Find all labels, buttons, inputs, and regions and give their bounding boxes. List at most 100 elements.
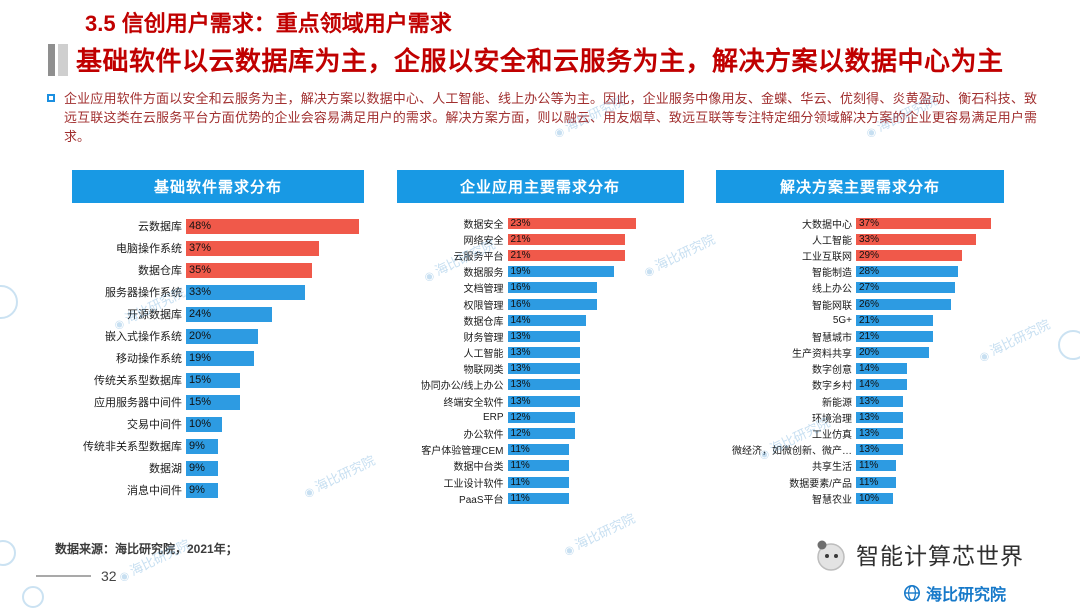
- category-label: 移动操作系统: [116, 353, 182, 365]
- bar: 19%: [507, 266, 614, 278]
- bar: 23%: [507, 217, 637, 229]
- category-label: 智慧农业: [812, 494, 852, 506]
- category-label: 线上办公: [812, 284, 852, 296]
- watermark-circle-icon: ◉: [117, 569, 132, 585]
- chart-row: 数据仓库 35%: [72, 259, 364, 281]
- bar: 14%: [856, 379, 908, 391]
- bar: 20%: [856, 347, 929, 359]
- bar: 9%: [186, 438, 219, 454]
- category-label: 共享生活: [812, 462, 852, 474]
- chart-row: PaaS平台 11%: [397, 490, 684, 506]
- value-label: 13%: [859, 428, 880, 440]
- body-paragraph-block: 企业应用软件方面以安全和云服务为主，解决方案以数据中心、人工智能、线上办公等为主…: [47, 90, 1037, 147]
- bar: 15%: [186, 372, 240, 388]
- chart-row: 共享生活 11%: [716, 458, 1004, 474]
- chart-row: 生产资料共享 20%: [716, 345, 1004, 361]
- chart-row: 交易中间件 10%: [72, 413, 364, 435]
- value-label: 35%: [189, 264, 212, 276]
- category-label: 传统非关系型数据库: [83, 441, 182, 453]
- value-label: 20%: [189, 330, 212, 342]
- chart-row: ERP 12%: [397, 409, 684, 425]
- chart-row: 开源数据库 24%: [72, 303, 364, 325]
- chart-row: 网络安全 21%: [397, 231, 684, 247]
- chart-row: 服务器操作系统 33%: [72, 281, 364, 303]
- category-label: 工业设计软件: [443, 478, 504, 490]
- header: 3.5 信创用户需求：重点领域用户需求 基础软件以云数据库为主，企服以安全和云服…: [0, 6, 1004, 78]
- value-label: 16%: [510, 298, 531, 310]
- chart-row: 消息中间件 9%: [72, 479, 364, 501]
- value-label: 19%: [189, 352, 212, 364]
- category-label: 电脑操作系统: [116, 243, 182, 255]
- bar: 24%: [186, 306, 273, 322]
- page-subtitle: 基础软件以云数据库为主，企服以安全和云服务为主，解决方案以数据中心为主: [76, 46, 1004, 76]
- bar: 14%: [507, 314, 586, 326]
- bar: 33%: [856, 233, 977, 245]
- category-label: 数据要素/产品: [789, 478, 852, 490]
- page-dash-line: [36, 575, 91, 577]
- value-label: 11%: [510, 476, 530, 488]
- category-label: 大数据中心: [802, 219, 852, 231]
- chart-row: 移动操作系统 19%: [72, 347, 364, 369]
- value-label: 14%: [510, 314, 531, 326]
- bar: 9%: [186, 482, 219, 498]
- bar: 21%: [507, 233, 626, 245]
- chart-header: 解决方案主要需求分布: [716, 170, 1004, 203]
- value-label: 21%: [510, 233, 531, 245]
- value-label: 14%: [859, 363, 880, 375]
- bar: 15%: [186, 394, 240, 410]
- category-label: 5G+: [832, 314, 852, 326]
- chart-row: 人工智能 13%: [397, 345, 684, 361]
- accent-bar-light: [58, 43, 68, 76]
- category-label: 网络安全: [463, 235, 504, 247]
- bar: 11%: [507, 460, 570, 472]
- chart-row: 物联网类 13%: [397, 361, 684, 377]
- chart-row: 数据要素/产品 11%: [716, 474, 1004, 490]
- chart-row: 环境治理 13%: [716, 409, 1004, 425]
- bar: 29%: [856, 249, 962, 261]
- bar: 11%: [856, 476, 897, 488]
- category-label: 人工智能: [812, 235, 852, 247]
- category-label: 数据安全: [463, 219, 504, 231]
- watermark-circle-icon: ◉: [562, 543, 577, 559]
- category-label: 权限管理: [463, 300, 504, 312]
- chart-basic-software: 基础软件需求分布 云数据库 48% 电脑操作系统 37% 数据仓库 35% 服务器操作系统 3…: [72, 170, 364, 506]
- bar: 35%: [186, 262, 312, 278]
- value-label: 21%: [510, 249, 531, 261]
- bar: 12%: [507, 411, 575, 423]
- bar: 11%: [856, 460, 897, 472]
- category-label: 物联网类: [463, 365, 504, 377]
- haibi-logo-icon: [904, 585, 920, 601]
- chart-row: 电脑操作系统 37%: [72, 237, 364, 259]
- haibi-logo-text: 海比研究院: [926, 587, 1007, 604]
- category-label: 数据湖: [149, 463, 182, 475]
- category-label: 工业仿真: [812, 430, 852, 442]
- category-label: 云数据库: [138, 221, 182, 233]
- bar: 21%: [507, 249, 626, 261]
- category-label: 嵌入式操作系统: [105, 331, 182, 343]
- value-label: 14%: [859, 379, 880, 391]
- watermark-ring-icon: [0, 285, 18, 319]
- page-title: 3.5 信创用户需求：重点领域用户需求: [85, 11, 452, 36]
- bar: 11%: [507, 444, 570, 456]
- category-label: 智能网联: [812, 300, 852, 312]
- bar: 37%: [856, 217, 992, 229]
- category-label: 微经济，如微创新、微产…: [732, 446, 852, 458]
- chart-enterprise-apps: 企业应用主要需求分布 数据安全 23% 网络安全 21% 云服务平台 21% 数据服务 19%…: [396, 170, 684, 506]
- category-label: 智能制造: [812, 268, 852, 280]
- page-number-row: 32: [36, 568, 117, 584]
- chart-row: 办公软件 12%: [397, 425, 684, 441]
- value-label: 10%: [859, 492, 880, 504]
- chart-header: 基础软件需求分布: [72, 170, 364, 203]
- square-bullet-icon: [47, 94, 55, 102]
- category-label: 服务器操作系统: [105, 287, 182, 299]
- bar: 33%: [186, 284, 305, 300]
- bar: 26%: [856, 298, 951, 310]
- chart-row: 应用服务器中间件 15%: [72, 391, 364, 413]
- value-label: 13%: [510, 379, 531, 391]
- chart-row: 传统关系型数据库 15%: [72, 369, 364, 391]
- chart-row: 智能网联 26%: [716, 296, 1004, 312]
- chart-row: 协同办公/线上办公 13%: [397, 377, 684, 393]
- watermark: ◉海比研究院: [560, 508, 638, 559]
- bar: 13%: [507, 347, 581, 359]
- bar: 21%: [856, 314, 933, 326]
